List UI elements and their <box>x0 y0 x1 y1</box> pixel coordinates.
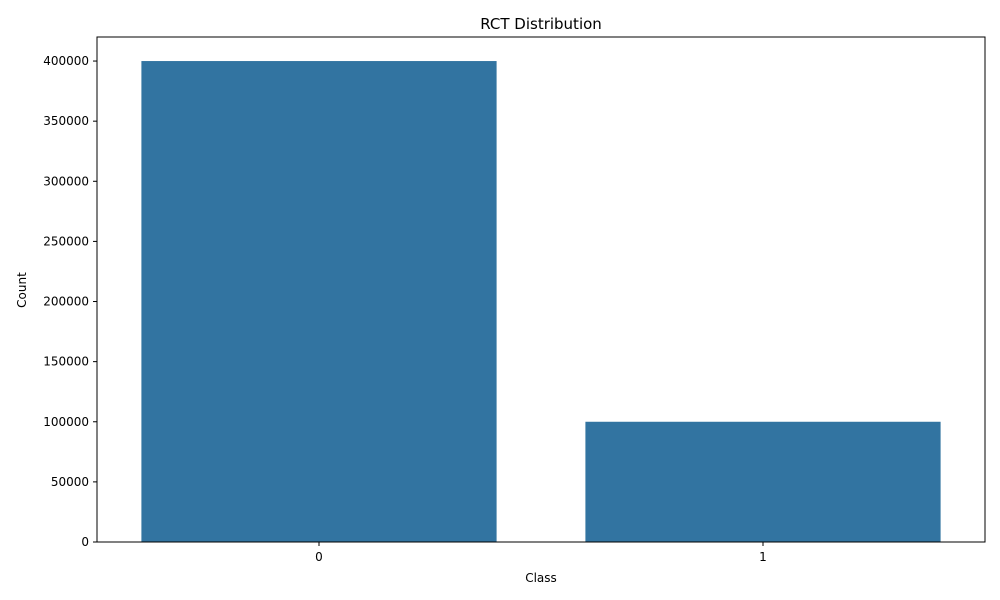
y-tick-label: 300000 <box>43 174 89 188</box>
y-tick-label: 200000 <box>43 295 89 309</box>
x-axis-label: Class <box>525 571 557 585</box>
bars-group <box>141 61 941 543</box>
y-tick-label: 250000 <box>43 234 89 248</box>
plot-frame <box>96 36 986 543</box>
x-tick-label: 0 <box>315 550 323 564</box>
y-axis-label: Count <box>15 272 29 308</box>
y-tick-label: 150000 <box>43 355 89 369</box>
y-tick-label: 0 <box>81 535 89 549</box>
bar-class-1 <box>585 421 941 542</box>
bar-class-0 <box>141 61 497 543</box>
y-tick-label: 50000 <box>51 475 89 489</box>
y-axis-ticks: 0 50000 100000 150000 200000 250000 300000 3500… <box>43 54 97 549</box>
y-tick-label: 350000 <box>43 114 89 128</box>
x-tick-label: 1 <box>759 550 767 564</box>
chart-title: RCT Distribution <box>480 15 602 33</box>
y-tick-label: 400000 <box>43 54 89 68</box>
y-tick-label: 100000 <box>43 415 89 429</box>
